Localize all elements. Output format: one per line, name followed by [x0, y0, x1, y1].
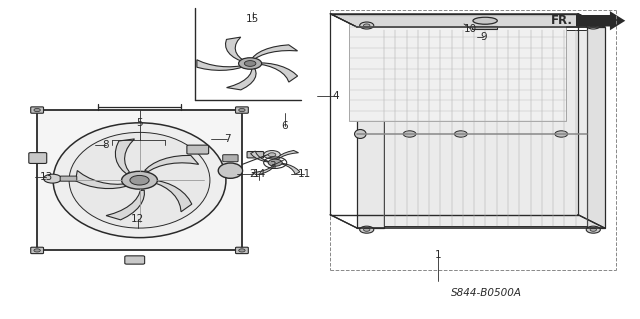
- Bar: [37, 110, 242, 250]
- FancyBboxPatch shape: [31, 247, 44, 254]
- Circle shape: [360, 226, 374, 233]
- Circle shape: [268, 153, 276, 157]
- Circle shape: [403, 131, 416, 137]
- Text: 12: 12: [131, 213, 144, 224]
- FancyBboxPatch shape: [236, 247, 248, 254]
- Polygon shape: [252, 166, 275, 175]
- Ellipse shape: [53, 123, 226, 238]
- Polygon shape: [145, 155, 198, 172]
- Text: 3: 3: [269, 161, 275, 171]
- FancyBboxPatch shape: [236, 107, 248, 113]
- Circle shape: [590, 228, 596, 231]
- FancyBboxPatch shape: [125, 256, 145, 264]
- Text: 5: 5: [136, 118, 143, 128]
- FancyBboxPatch shape: [60, 176, 77, 181]
- Polygon shape: [76, 171, 127, 189]
- Circle shape: [586, 226, 600, 233]
- Polygon shape: [258, 63, 298, 82]
- Circle shape: [364, 24, 370, 27]
- Polygon shape: [197, 60, 244, 70]
- FancyBboxPatch shape: [187, 145, 209, 154]
- Text: 8: 8: [102, 140, 109, 150]
- Text: 11: 11: [298, 169, 310, 179]
- Polygon shape: [225, 37, 244, 62]
- Circle shape: [590, 24, 596, 27]
- Polygon shape: [115, 139, 134, 174]
- Circle shape: [268, 159, 282, 166]
- Circle shape: [44, 174, 61, 183]
- Text: 9: 9: [480, 32, 486, 42]
- Circle shape: [264, 151, 280, 159]
- FancyBboxPatch shape: [223, 155, 238, 162]
- Ellipse shape: [218, 163, 243, 178]
- FancyBboxPatch shape: [31, 107, 44, 113]
- Text: 15: 15: [246, 13, 259, 24]
- Text: 14: 14: [253, 169, 266, 179]
- Bar: [384, 30, 587, 226]
- Circle shape: [454, 131, 467, 137]
- Circle shape: [555, 131, 568, 137]
- Polygon shape: [576, 11, 625, 30]
- Circle shape: [34, 249, 40, 252]
- Ellipse shape: [473, 17, 497, 24]
- Polygon shape: [227, 67, 256, 90]
- Bar: [349, 16, 566, 122]
- Polygon shape: [276, 151, 298, 160]
- Circle shape: [34, 108, 40, 112]
- Circle shape: [364, 228, 370, 231]
- Text: 10: 10: [464, 24, 477, 34]
- Bar: [357, 27, 384, 228]
- Polygon shape: [251, 151, 269, 162]
- Circle shape: [239, 249, 245, 252]
- Circle shape: [239, 58, 262, 69]
- Bar: [472, 26, 497, 29]
- Text: 4: 4: [333, 91, 339, 101]
- Circle shape: [239, 108, 245, 112]
- Circle shape: [360, 22, 374, 29]
- Text: 2: 2: [250, 169, 256, 179]
- Circle shape: [122, 171, 157, 189]
- Circle shape: [586, 22, 600, 29]
- Circle shape: [244, 61, 256, 66]
- Text: 1: 1: [435, 250, 442, 260]
- Polygon shape: [330, 14, 605, 27]
- Text: 13: 13: [40, 172, 52, 182]
- Polygon shape: [155, 180, 192, 212]
- Polygon shape: [281, 163, 300, 174]
- Text: 7: 7: [224, 134, 230, 144]
- Polygon shape: [106, 190, 145, 220]
- Ellipse shape: [355, 130, 366, 138]
- FancyBboxPatch shape: [29, 152, 47, 163]
- Text: FR.: FR.: [551, 14, 573, 27]
- Ellipse shape: [69, 132, 210, 228]
- Text: S844-B0500A: S844-B0500A: [451, 288, 522, 299]
- Text: 6: 6: [282, 121, 288, 131]
- Circle shape: [130, 175, 149, 185]
- Polygon shape: [252, 45, 298, 60]
- FancyBboxPatch shape: [247, 152, 264, 158]
- Bar: [587, 27, 605, 228]
